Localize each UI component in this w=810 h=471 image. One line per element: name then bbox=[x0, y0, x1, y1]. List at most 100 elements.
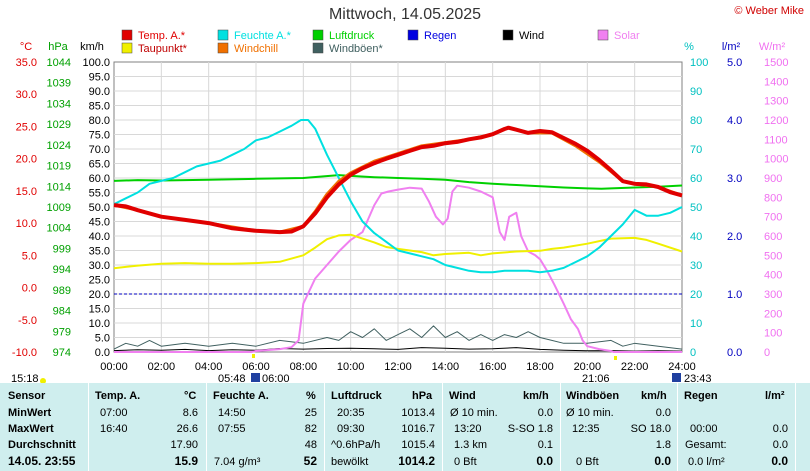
humidity-tick-label: 20 bbox=[690, 289, 702, 301]
cell-press-val: 1013.4 bbox=[401, 407, 435, 419]
wind-tick-label: 55.0 bbox=[89, 188, 110, 200]
wind-tick-label: 0.0 bbox=[95, 347, 110, 359]
solar-tick-label: 1100 bbox=[764, 134, 788, 146]
legend-swatch bbox=[121, 42, 133, 54]
temp-unit-label: °C bbox=[20, 41, 32, 53]
temp-tick-label: 25.0 bbox=[16, 121, 37, 133]
solar-tick-label: 0 bbox=[764, 347, 770, 359]
cell-press-time: 09:30 bbox=[337, 423, 365, 435]
wind-tick-label: 60.0 bbox=[89, 173, 110, 185]
cell-press-time: bewölkt bbox=[331, 456, 369, 468]
cell-wind-time: 13:20 bbox=[454, 423, 482, 435]
pressure-tick-label: 1034 bbox=[47, 98, 71, 110]
pressure-tick-label: 1014 bbox=[47, 181, 71, 193]
wind-tick-label: 45.0 bbox=[89, 217, 110, 229]
legend-swatch bbox=[502, 29, 514, 41]
wind-tick-label: 50.0 bbox=[89, 202, 110, 214]
row-label: 14.05. 23:55 bbox=[8, 454, 76, 468]
rain-tick-label: 5.0 bbox=[727, 57, 742, 69]
x-tick-label: 04:00 bbox=[195, 361, 223, 373]
legend-label: Wind bbox=[519, 30, 544, 42]
solar-tick-label: 1300 bbox=[764, 96, 788, 108]
legend-label: Feuchte A.* bbox=[234, 30, 292, 42]
cell-gust-time: 0 Bft bbox=[576, 456, 599, 468]
cell-temp-time: 16:40 bbox=[100, 423, 128, 435]
legend-swatch bbox=[597, 29, 609, 41]
x-tick-label: 24:00 bbox=[668, 361, 696, 373]
pressure-tick-label: 1044 bbox=[47, 57, 71, 69]
legend-swatch bbox=[217, 42, 229, 54]
rain-tick-label: 1.0 bbox=[727, 289, 742, 301]
solar-tick-label: 700 bbox=[764, 212, 782, 224]
header-gust: Windböen bbox=[566, 390, 620, 402]
x-tick-label: 06:00 bbox=[242, 361, 270, 373]
legend-label: Solar bbox=[614, 30, 640, 42]
temp-tick-label: 20.0 bbox=[16, 154, 37, 166]
wind-tick-label: 40.0 bbox=[89, 231, 110, 243]
header-wind: Wind bbox=[449, 390, 476, 402]
cell-hum-time: 7.04 g/m³ bbox=[214, 456, 261, 468]
wind-tick-label: 20.0 bbox=[89, 289, 110, 301]
humidity-tick-label: 60 bbox=[690, 173, 702, 185]
solar-tick-label: 1200 bbox=[764, 115, 788, 127]
solar-tick-label: 400 bbox=[764, 270, 782, 282]
solar-series-line bbox=[114, 184, 682, 353]
cell-press-val: 1015.4 bbox=[401, 439, 435, 451]
sunrise-label: 05:48 bbox=[218, 373, 246, 383]
wind-tick-label: 95.0 bbox=[89, 72, 110, 84]
legend-swatch bbox=[312, 29, 324, 41]
wind-tick-label: 85.0 bbox=[89, 101, 110, 113]
pressure-tick-label: 994 bbox=[53, 264, 71, 276]
header-hum-unit: % bbox=[306, 390, 316, 402]
right-time-label: 23:43 bbox=[684, 373, 712, 383]
chart-title: Mittwoch, 14.05.2025 bbox=[328, 6, 482, 23]
legend-label: Temp. A.* bbox=[138, 30, 186, 42]
pressure-tick-label: 1039 bbox=[47, 78, 71, 90]
header-hum: Feuchte A. bbox=[213, 390, 269, 402]
pressure-tick-label: 989 bbox=[53, 285, 71, 297]
cell-press-val: 1014.2 bbox=[398, 454, 435, 468]
solar-tick-label: 1000 bbox=[764, 154, 788, 166]
solar-tick-label: 600 bbox=[764, 231, 782, 243]
cell-wind-time: Ø 10 min. bbox=[450, 407, 498, 419]
pressure-tick-label: 979 bbox=[53, 326, 71, 338]
cell-hum-time: 14:50 bbox=[218, 407, 246, 419]
wind-tick-label: 65.0 bbox=[89, 159, 110, 171]
header-press: Luftdruck bbox=[331, 390, 382, 402]
header-gust-unit: km/h bbox=[641, 390, 667, 402]
temp-tick-label: 35.0 bbox=[16, 57, 37, 69]
cell-wind-val: 0.0 bbox=[537, 407, 553, 419]
solar-tick-label: 200 bbox=[764, 308, 782, 320]
pressure-tick-label: 1004 bbox=[47, 223, 71, 235]
cell-temp-val: 26.6 bbox=[176, 423, 198, 435]
row-label: Durchschnitt bbox=[8, 439, 76, 451]
rain-tick-label: 0.0 bbox=[727, 347, 742, 359]
gust-series-line bbox=[113, 325, 683, 350]
cell-temp-time: 07:00 bbox=[100, 407, 128, 419]
cell-rain-val: 0.0 bbox=[772, 439, 788, 451]
pressure-tick-label: 974 bbox=[53, 347, 71, 359]
cell-rain-time: Gesamt: bbox=[685, 439, 727, 451]
wind-unit-label: km/h bbox=[80, 41, 104, 53]
cell-wind-val: 0.0 bbox=[536, 454, 553, 468]
cell-wind-mid: S-SO 1.8 bbox=[507, 423, 553, 435]
wind-tick-label: 75.0 bbox=[89, 130, 110, 142]
temp-tick-label: 30.0 bbox=[16, 89, 37, 101]
x-tick-label: 20:00 bbox=[574, 361, 602, 373]
cell-gust-val: 0.0 bbox=[654, 454, 671, 468]
copyright-label: © Weber Mike bbox=[734, 5, 804, 17]
x-tick-label: 22:00 bbox=[621, 361, 649, 373]
cell-gust-time: Ø 10 min. bbox=[566, 407, 614, 419]
wind-tick-label: 100.0 bbox=[82, 57, 110, 69]
wind-tick-label: 10.0 bbox=[89, 318, 110, 330]
x-tick-label: 00:00 bbox=[100, 361, 128, 373]
cell-temp-val: 15.9 bbox=[174, 454, 198, 468]
solar-tick-label: 300 bbox=[764, 289, 782, 301]
cell-rain-time: 00:00 bbox=[690, 423, 718, 435]
solar-tick-label: 100 bbox=[764, 328, 782, 340]
legend-label: Windchill bbox=[234, 43, 278, 55]
pressure-tick-label: 984 bbox=[53, 306, 71, 318]
wind-tick-label: 90.0 bbox=[89, 86, 110, 98]
wind-tick-label: 25.0 bbox=[89, 275, 110, 287]
temp-tick-label: 0.0 bbox=[22, 283, 37, 295]
